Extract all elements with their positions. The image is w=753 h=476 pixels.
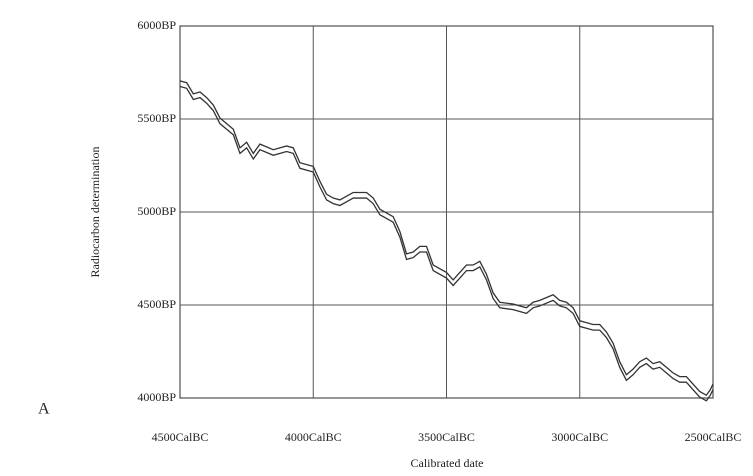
panel-label: A (38, 401, 50, 418)
curve-line (179, 80, 714, 397)
y-axis-label: Radiocarbon determination (88, 147, 102, 278)
y-tick-label: 4500BP (137, 297, 176, 311)
x-tick-label: 3500CalBC (418, 430, 475, 444)
x-tick-label: 4000CalBC (285, 430, 342, 444)
x-tick-label: 2500CalBC (685, 430, 742, 444)
curve-line (179, 85, 714, 402)
x-axis-label: Calibrated date (411, 456, 484, 470)
y-tick-label: 5500BP (137, 111, 176, 125)
x-tick-label: 4500CalBC (152, 430, 209, 444)
y-tick-label: 4000BP (137, 390, 176, 404)
x-tick-label: 3000CalBC (551, 430, 608, 444)
y-tick-label: 5000BP (137, 204, 176, 218)
y-tick-label: 6000BP (137, 18, 176, 32)
